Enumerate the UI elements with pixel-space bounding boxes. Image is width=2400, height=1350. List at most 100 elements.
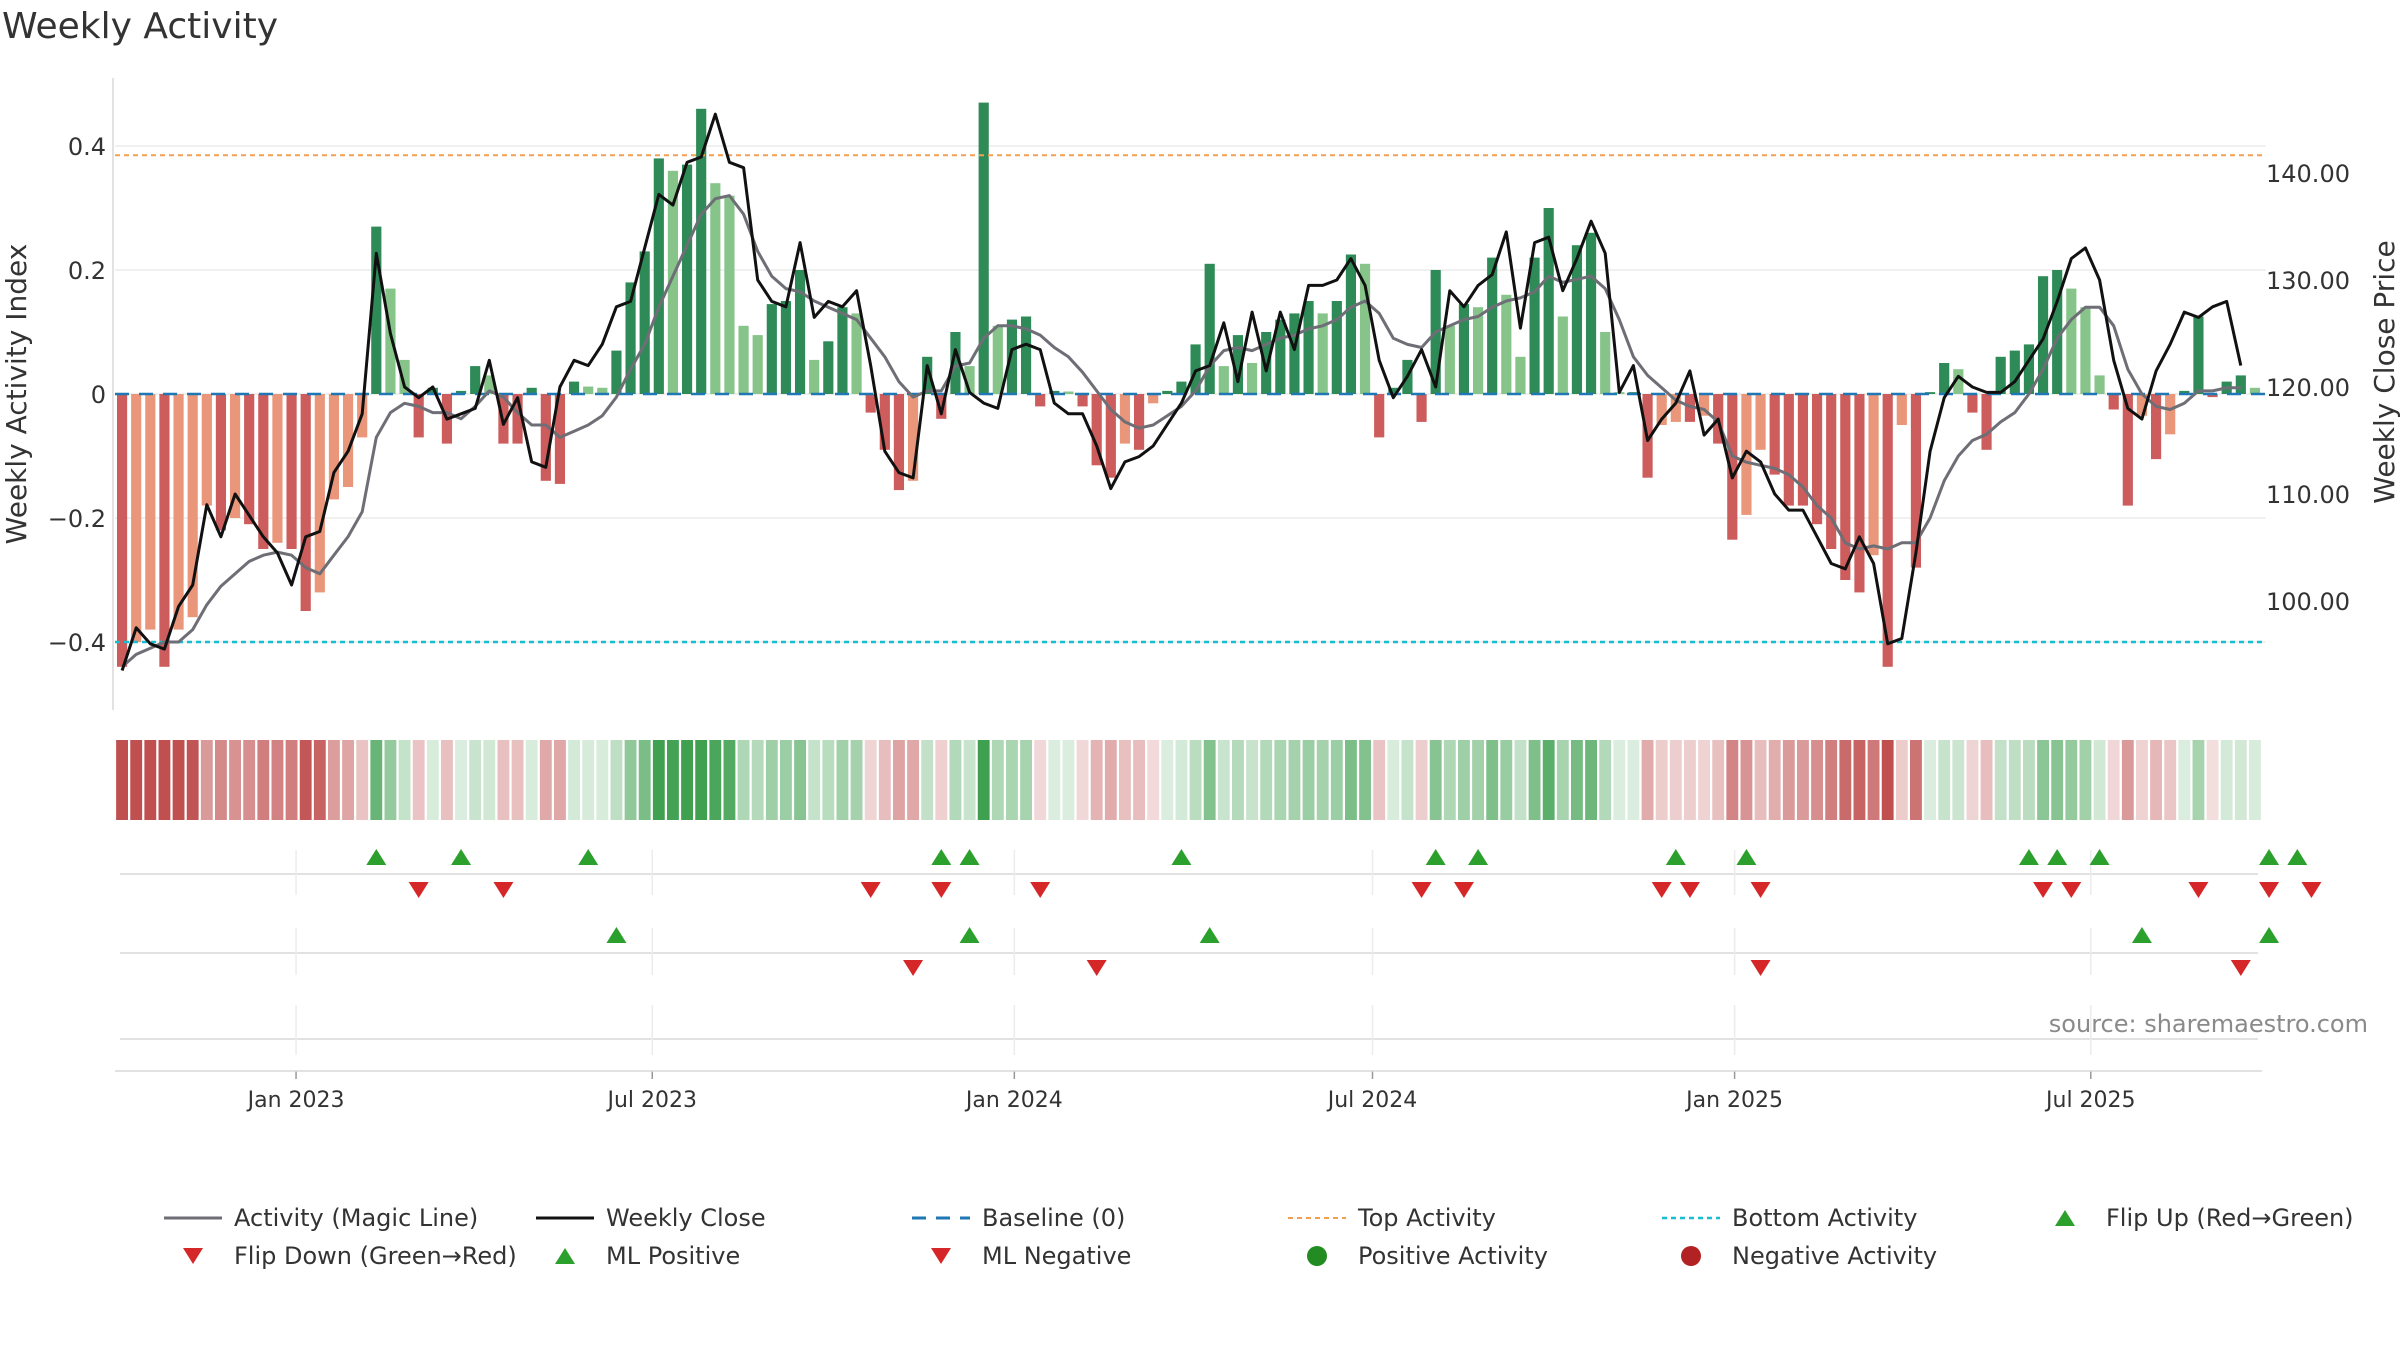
activity-bar — [1374, 394, 1385, 438]
activity-bar — [1232, 335, 1244, 394]
activity-bar — [2080, 307, 2091, 394]
activity-bar — [1811, 394, 1823, 525]
x-tick-label: Jan 2024 — [964, 1088, 1063, 1113]
legend-label: Flip Up (Red→Green) — [2106, 1204, 2354, 1232]
activity-bar — [272, 394, 283, 543]
activity-bar — [583, 386, 594, 394]
activity-bar — [2136, 394, 2148, 416]
heatmap-cell — [1090, 740, 1103, 820]
activity-bar — [371, 226, 382, 394]
heatmap-cell — [1443, 740, 1456, 820]
activity-bar — [738, 325, 749, 394]
heatmap-cell — [1500, 740, 1513, 820]
heatmap-cell — [342, 740, 354, 820]
activity-bar — [2150, 394, 2162, 460]
heatmap-cell — [384, 740, 397, 820]
heatmap-cell — [2121, 740, 2134, 820]
y-tick-label: −0.2 — [48, 505, 106, 533]
heatmap-cell — [1980, 740, 1993, 820]
heatmap-cell — [737, 740, 750, 820]
heatmap-cell — [1895, 740, 1908, 820]
activity-bar — [2108, 394, 2119, 410]
activity-bar — [1910, 394, 1922, 568]
heatmap-cell — [328, 740, 340, 820]
y-right-tick-label: 110.00 — [2266, 481, 2350, 509]
activity-bar — [950, 332, 961, 394]
flip-down-marker — [2188, 882, 2209, 898]
flip-up-marker — [1665, 849, 1686, 865]
flip-up-marker — [451, 849, 472, 865]
activity-bar — [611, 350, 622, 394]
heatmap-cell — [1062, 740, 1075, 820]
legend-item-mlneg: ML Negative — [908, 1236, 1131, 1276]
activity-bar — [258, 394, 269, 549]
activity-bar — [1006, 319, 1018, 394]
heatmap-cell — [2065, 740, 2078, 820]
heatmap-cell — [1825, 740, 1838, 820]
heatmap-cell — [2150, 740, 2162, 820]
heatmap-cell — [2178, 740, 2191, 820]
activity-bar — [1656, 394, 1667, 425]
flip-up-marker — [2018, 849, 2039, 865]
heatmap-cell — [709, 740, 722, 820]
legend-item-baseline: Baseline (0) — [908, 1198, 1125, 1238]
heatmap-cell — [921, 740, 934, 820]
heatmap-cell — [2008, 740, 2021, 820]
heatmap-cell — [186, 740, 199, 820]
flip-down-marker — [1030, 882, 1051, 898]
heatmap-cell — [1571, 740, 1583, 820]
heatmap-cell — [1345, 740, 1357, 820]
heatmap-cell — [1175, 740, 1188, 820]
activity-bar — [399, 359, 410, 394]
activity-bar — [568, 381, 580, 394]
activity-bar — [413, 394, 424, 438]
heatmap-cell — [638, 740, 651, 820]
heatmap-cell — [511, 740, 524, 820]
heatmap-cell — [2023, 740, 2035, 820]
activity-bar — [752, 335, 763, 394]
legend-label: ML Negative — [982, 1242, 1132, 1270]
legend-swatch — [912, 1216, 970, 1220]
legend-swatch — [1307, 1246, 1327, 1266]
legend-swatch — [2055, 1210, 2075, 1226]
legend-item-posact: Positive Activity — [1284, 1236, 1548, 1276]
heatmap-cell — [1514, 740, 1527, 820]
activity-bar — [1854, 394, 1865, 593]
y-axis-title: Weekly Activity Index — [0, 244, 33, 545]
heatmap-cell — [1853, 740, 1866, 820]
heatmap-cell — [977, 740, 990, 820]
activity-bar — [1529, 257, 1540, 394]
activity-bar — [1416, 394, 1427, 422]
heatmap-cell — [1217, 740, 1230, 820]
legend-swatch — [555, 1248, 575, 1264]
activity-bar — [1289, 313, 1300, 394]
heatmap-cell — [864, 740, 877, 820]
heatmap-cell — [1189, 740, 1202, 820]
activity-bar — [1769, 394, 1780, 475]
activity-bar — [1755, 394, 1766, 450]
chart-title: Weekly Activity — [2, 6, 279, 47]
heatmap-cell — [1006, 740, 1018, 820]
activity-bar — [879, 394, 890, 450]
legend-item-mlpos: ML Positive — [532, 1236, 740, 1276]
activity-bar — [766, 304, 777, 394]
heatmap-cell — [1232, 740, 1244, 820]
activity-bar — [1783, 394, 1794, 506]
heatmap-cell — [2192, 740, 2205, 820]
activity-bar — [512, 394, 523, 444]
heatmap-cell — [370, 740, 383, 820]
heatmap-cell — [1966, 740, 1979, 820]
y-right-tick-label: 100.00 — [2266, 588, 2350, 616]
y-tick-label: 0 — [91, 381, 106, 409]
activity-bar — [1727, 394, 1738, 540]
activity-bar — [1218, 366, 1229, 394]
legend-item-top: Top Activity — [1284, 1198, 1496, 1238]
activity-bar — [2122, 394, 2133, 506]
activity-bar — [936, 394, 947, 419]
flip-up-marker — [931, 849, 952, 865]
heatmap-cell — [1655, 740, 1668, 820]
heatmap-cell — [652, 740, 665, 820]
heatmap-cell — [1048, 740, 1061, 820]
activity-bar — [1670, 394, 1681, 422]
activity-bar — [385, 288, 396, 394]
